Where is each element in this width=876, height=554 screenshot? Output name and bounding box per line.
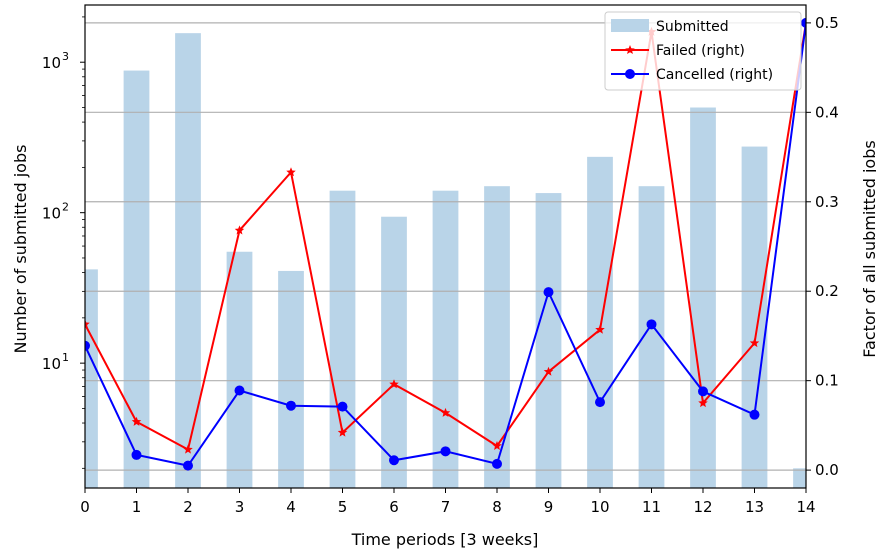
gridlines (85, 22, 806, 471)
point-failed-1 (131, 416, 142, 426)
y-right-tick-label-3: 0.3 (815, 193, 839, 211)
bar-submitted-6 (381, 216, 407, 488)
point-failed-6 (389, 379, 399, 389)
legend-label-cancelled: Cancelled (right) (656, 67, 773, 83)
x-tick-label-6: 6 (389, 498, 399, 516)
y-left-tick-label-1: 10 (42, 205, 61, 223)
y-left-tick-label-0: 10 (42, 355, 61, 373)
legend-swatch-submitted (611, 19, 649, 32)
x-tick-label-8: 8 (492, 498, 502, 516)
legend-box (604, 11, 802, 91)
point-cancelled-4 (286, 400, 296, 411)
point-cancelled-0 (85, 340, 90, 351)
point-failed-2 (183, 444, 193, 454)
point-cancelled-1 (131, 449, 142, 460)
bar-submitted-10 (587, 156, 613, 488)
point-cancelled-14 (801, 17, 806, 28)
point-failed-4 (286, 167, 296, 177)
x-tick-label-12: 12 (693, 498, 712, 516)
x-tick-label-1: 1 (132, 498, 142, 516)
y-right-tick-label-1: 0.1 (815, 372, 839, 390)
x-tick-label-10: 10 (590, 498, 609, 516)
point-failed-13 (749, 338, 760, 348)
point-failed-12 (698, 398, 708, 408)
point-cancelled-7 (440, 446, 451, 457)
y-left-tick-exponent-2: 3 (62, 50, 69, 63)
bar-submitted-1 (123, 70, 150, 488)
bar-submitted-2 (175, 33, 201, 488)
x-tick-label-13: 13 (745, 498, 764, 516)
legend-label-failed: Failed (right) (656, 43, 745, 59)
y-right-tick-label-5: 0.5 (815, 14, 839, 32)
x-tick-label-2: 2 (183, 498, 193, 516)
point-failed-8 (492, 440, 502, 451)
legend-label-submitted: Submitted (656, 19, 729, 35)
x-tick-label-11: 11 (642, 498, 661, 516)
point-cancelled-9 (543, 287, 554, 298)
x-tick-label-9: 9 (544, 498, 554, 516)
bar-submitted-4 (278, 270, 304, 488)
point-cancelled-2 (183, 460, 193, 471)
bar-submitted-7 (432, 190, 459, 488)
legend-marker-failed (625, 45, 635, 55)
bar-submitted-13 (741, 146, 768, 488)
bar-submitted-14 (793, 468, 806, 488)
x-tick-label-4: 4 (286, 498, 296, 516)
bar-submitted-3 (226, 251, 253, 488)
bar-submitted-9 (535, 193, 562, 488)
point-cancelled-8 (492, 458, 502, 469)
point-cancelled-11 (646, 319, 657, 330)
lines-layer (85, 17, 806, 471)
legend-marker-cancelled (625, 69, 635, 79)
y-left-tick-label-2: 10 (42, 54, 61, 72)
y-right-tick-label-4: 0.4 (815, 103, 839, 121)
y-right-tick-label-0: 0.0 (815, 461, 839, 479)
point-failed-3 (234, 225, 245, 235)
point-failed-9 (543, 366, 554, 376)
y-left-tick-exponent-0: 1 (62, 351, 69, 364)
bar-submitted-12 (690, 107, 716, 488)
point-failed-0 (85, 319, 90, 329)
y-axis-left-label: Number of submitted jobs (11, 145, 30, 354)
bar-submitted-5 (329, 190, 356, 488)
x-axis-label: Time periods [3 weeks] (351, 530, 539, 549)
y-axis-right-label: Factor of all submitted jobs (860, 140, 876, 357)
x-tick-label-5: 5 (338, 498, 348, 516)
point-failed-10 (595, 324, 605, 334)
ticks-layer: 0 1 2 3 4 5 6 7 8 9 10 11 12 13 140.00.10.20.30.40.510… (42, 14, 839, 516)
x-tick-label-3: 3 (235, 498, 245, 516)
x-tick-label-7: 7 (441, 498, 451, 516)
point-cancelled-13 (749, 409, 760, 420)
point-cancelled-6 (389, 455, 399, 466)
point-cancelled-10 (595, 397, 605, 408)
y-left-tick-exponent-1: 2 (62, 201, 69, 214)
y-right-tick-label-2: 0.2 (815, 282, 839, 300)
point-failed-7 (440, 407, 451, 417)
point-failed-5 (337, 427, 348, 437)
point-cancelled-12 (698, 386, 708, 397)
point-cancelled-3 (234, 385, 245, 396)
x-tick-label-0: 0 (80, 498, 90, 516)
x-tick-label-14: 14 (796, 498, 815, 516)
bars-layer (85, 33, 806, 488)
legend: Submitted Failed (right) Cancelled (righ… (604, 11, 802, 91)
point-cancelled-5 (337, 401, 348, 412)
